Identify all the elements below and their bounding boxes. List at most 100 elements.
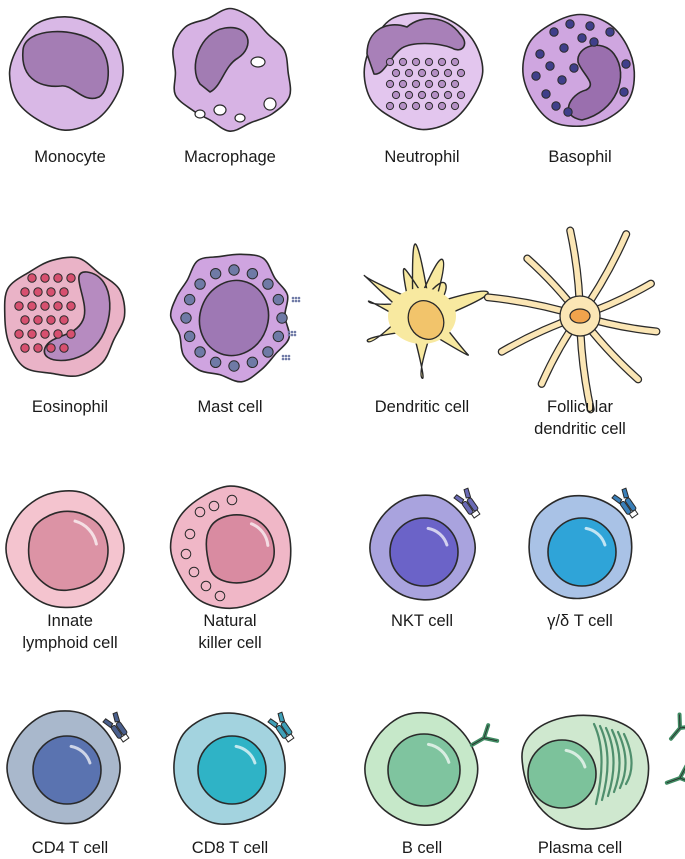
ilc-cell-drawing (5, 490, 125, 609)
granule (33, 343, 43, 353)
granule (184, 528, 196, 540)
nucleus (366, 17, 466, 75)
label-line: Eosinophil (31, 398, 109, 416)
granule (443, 90, 453, 100)
highlight (73, 519, 98, 546)
label-line: Monocyte (34, 148, 106, 166)
mast-cell-drawing (169, 253, 301, 383)
granule (27, 329, 37, 339)
highlight (234, 744, 257, 765)
granule (398, 101, 408, 111)
vacuole (213, 104, 227, 116)
plasma-cell-drawing (521, 712, 685, 830)
bcell-label: B cell (337, 837, 507, 859)
highlight (426, 742, 451, 764)
granule (563, 107, 573, 117)
granule (188, 566, 200, 578)
tcr-receptor-icon (611, 487, 639, 519)
tcr-receptor-icon (267, 711, 295, 743)
granule (33, 287, 43, 297)
nucleus (194, 26, 249, 93)
label-line: Innate (47, 612, 93, 630)
nucleus (407, 300, 445, 340)
monocyte-label: Monocyte (0, 146, 155, 168)
nucleus (567, 44, 622, 121)
granule (450, 79, 460, 89)
granule (40, 329, 50, 339)
granule (46, 343, 56, 353)
granule (53, 329, 63, 339)
granule (545, 61, 555, 71)
granule (443, 68, 453, 78)
granule (180, 312, 192, 324)
neutrophil-label: Neutrophil (337, 146, 507, 168)
antibody-icon (469, 723, 500, 747)
granule (549, 27, 559, 37)
granule (272, 293, 285, 306)
nkt-label: NKT cell (337, 610, 507, 632)
granule (398, 79, 408, 89)
granule (541, 89, 551, 99)
granule (585, 21, 595, 31)
granule (385, 101, 395, 111)
label-line: Mast cell (197, 398, 263, 416)
highlight (564, 748, 587, 769)
granule (20, 343, 30, 353)
label-line: Basophil (548, 148, 612, 166)
granule (551, 101, 561, 111)
granule (276, 312, 288, 324)
nucleus (387, 733, 461, 807)
granule (59, 315, 69, 325)
granule (33, 315, 43, 325)
granule (605, 27, 615, 37)
granule (53, 301, 63, 311)
basophil-cell-drawing (522, 13, 636, 128)
granule (559, 43, 569, 53)
monocyte-cell-drawing (8, 15, 124, 132)
highlight (69, 744, 92, 765)
follicular-label: Follicular dendritic cell (495, 396, 665, 440)
granule (589, 37, 599, 47)
gdt-label: γ/δ T cell (495, 610, 665, 632)
plasma-label: Plasma cell (495, 837, 665, 859)
granule (20, 287, 30, 297)
vacuole (263, 97, 277, 111)
label-line: CD4 T cell (31, 839, 109, 857)
granule (66, 329, 76, 339)
granule (456, 68, 466, 78)
granule (424, 79, 434, 89)
granule (404, 90, 414, 100)
label-line: Dendritic cell (374, 398, 470, 416)
granule (194, 506, 206, 518)
granule (228, 264, 240, 276)
endoplasmic-reticulum (592, 722, 633, 806)
nucleus (198, 279, 270, 357)
dendritic-cell-drawing (363, 243, 489, 379)
granule (66, 301, 76, 311)
granule (424, 57, 434, 67)
nucleus (197, 735, 267, 805)
label-line: γ/δ T cell (547, 612, 613, 630)
label-line: Plasma cell (537, 839, 623, 857)
granule (411, 101, 421, 111)
label-line: Follicular (546, 398, 614, 416)
tcr-receptor-icon (453, 487, 481, 519)
vacuole (234, 113, 246, 123)
basophil-label: Basophil (495, 146, 665, 168)
nucleus (43, 271, 111, 362)
granule (437, 101, 447, 111)
granule (262, 278, 274, 290)
granule (430, 68, 440, 78)
granule (14, 301, 24, 311)
granule (411, 79, 421, 89)
highlight (584, 526, 607, 547)
granule (569, 63, 579, 73)
tcr-receptor-icon (102, 711, 130, 743)
granule (385, 79, 395, 89)
granule (40, 301, 50, 311)
granule (535, 49, 545, 59)
label-line: Neutrophil (384, 148, 460, 166)
granule (209, 267, 222, 280)
label-line: CD8 T cell (191, 839, 269, 857)
